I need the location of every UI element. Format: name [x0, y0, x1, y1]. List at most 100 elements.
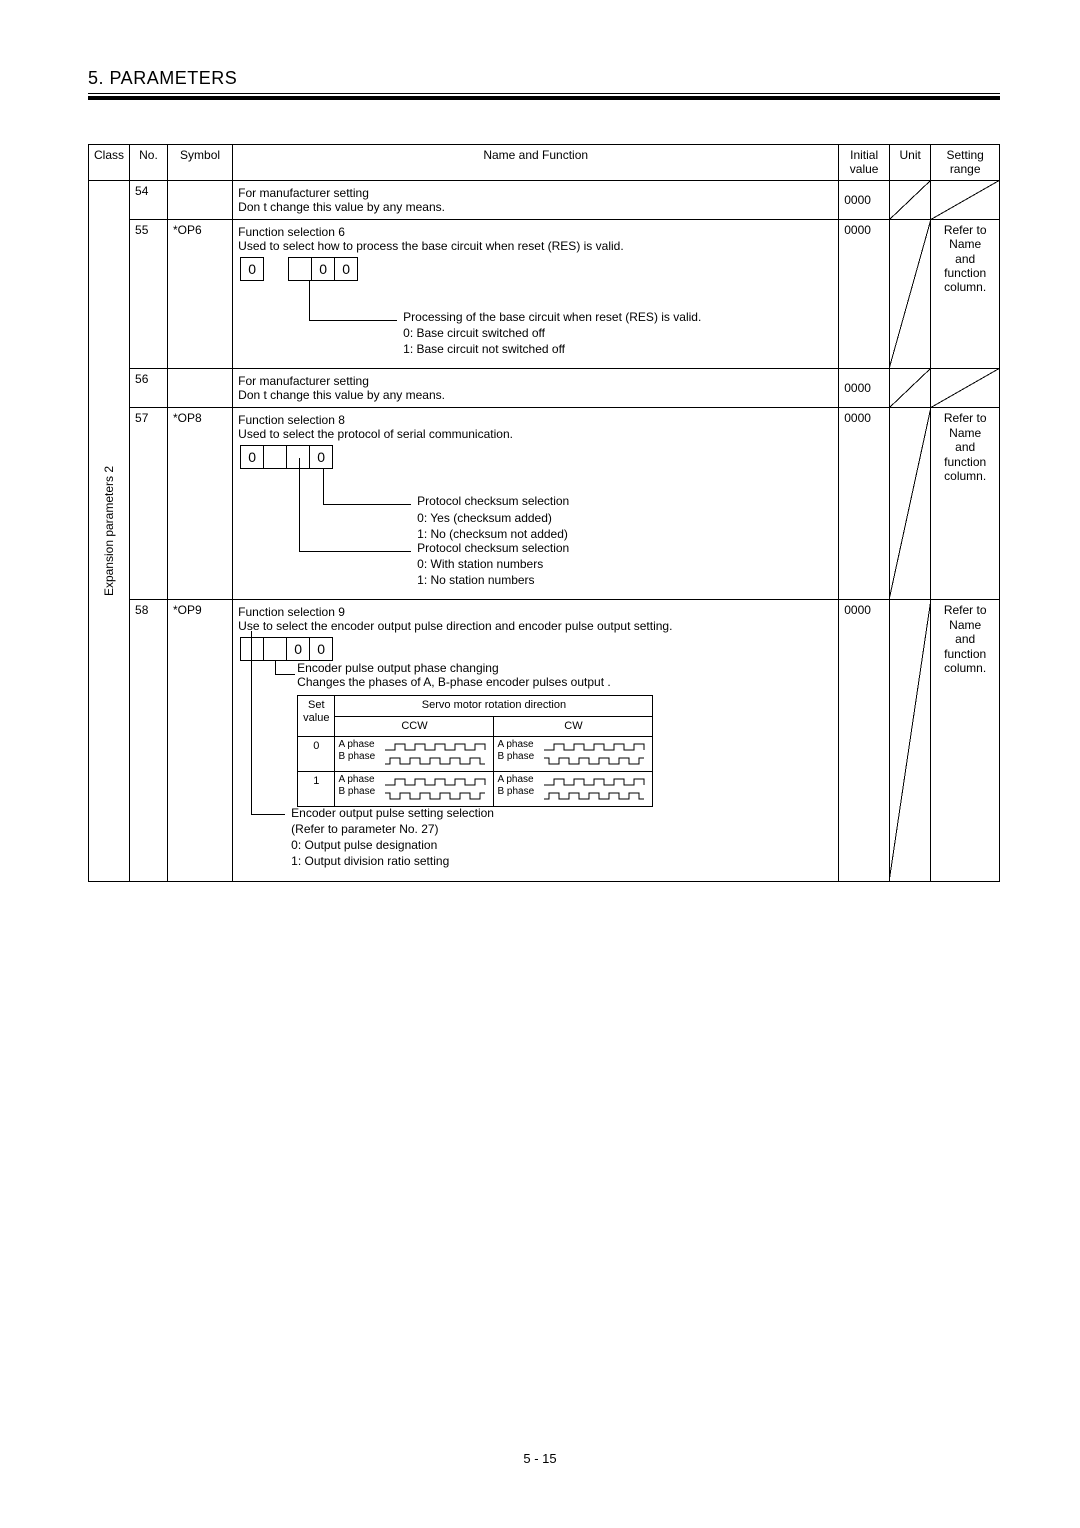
parameter-table: Class No. Symbol Name and Function Initi…	[88, 144, 1000, 882]
nf-line: For manufacturer setting	[238, 374, 369, 388]
table-row: 57 *OP8 Function selection 8 Used to sel…	[89, 408, 1000, 600]
enc-intro: Changes the phases of A, B-phase encoder…	[297, 675, 611, 689]
cell-nf: For manufacturer setting Don t change th…	[233, 369, 839, 408]
cell-initial: 0000	[839, 369, 890, 408]
enc-wave-cell: A phase B phase	[494, 736, 653, 771]
cell-unit	[889, 219, 930, 369]
page-heading: 5. PARAMETERS	[88, 68, 1000, 89]
nf-title: Function selection 6	[238, 225, 345, 239]
enc-col-cw: CW	[494, 716, 653, 736]
bit-value: 0: With station numbers	[417, 556, 569, 572]
cell-unit	[889, 408, 930, 600]
cell-no: 54	[130, 180, 168, 219]
page-number: 5 - 15	[0, 1451, 1080, 1466]
digit-box: 0	[334, 257, 358, 281]
cell-symbol: *OP8	[167, 408, 232, 600]
a-phase-label: A phase	[338, 739, 374, 750]
cell-initial: 0000	[839, 600, 890, 881]
col-initial-value: Initial value	[839, 145, 890, 181]
branch-line	[299, 458, 411, 552]
bit-value: 0: Base circuit switched off	[403, 325, 701, 341]
rule-thin	[88, 93, 1000, 94]
cell-no: 56	[130, 369, 168, 408]
tail-line: 0: Output pulse designation	[291, 837, 494, 853]
b-phase-label: B phase	[338, 786, 375, 797]
tail-line: (Refer to parameter No. 27)	[291, 821, 494, 837]
digit-box	[263, 445, 287, 469]
bit-value: 0: Yes (checksum added)	[417, 510, 569, 526]
bit-label: Processing of the base circuit when rese…	[403, 309, 701, 325]
nf-title: Function selection 9	[238, 605, 345, 619]
cell-nf: For manufacturer setting Don t change th…	[233, 180, 839, 219]
bit-label: Protocol checksum selection	[417, 540, 569, 556]
digit-box: 0	[309, 637, 333, 661]
enc-setvalue: 1	[298, 771, 335, 806]
cell-initial: 0000	[839, 180, 890, 219]
digit-box: 0	[240, 445, 264, 469]
nf-line: Don t change this value by any means.	[238, 388, 445, 402]
cell-setting	[931, 180, 1000, 219]
branch-line	[251, 631, 285, 815]
col-class: Class	[89, 145, 130, 181]
enc-intro: Encoder pulse output phase changing	[297, 661, 499, 675]
cell-symbol: *OP6	[167, 219, 232, 369]
cell-unit	[889, 600, 930, 881]
nf-line: Don t change this value by any means.	[238, 200, 445, 214]
tail-line: 1: Output division ratio setting	[291, 853, 494, 869]
enc-col-setvalue: Set value	[298, 696, 335, 736]
cell-unit	[889, 180, 930, 219]
b-phase-label: B phase	[497, 751, 534, 762]
bit-value: 1: Base circuit not switched off	[403, 341, 701, 357]
nf-desc: Used to select how to process the base c…	[238, 239, 624, 253]
a-phase-label: A phase	[497, 739, 533, 750]
encoder-table: Set value Servo motor rotation direction…	[297, 695, 653, 806]
enc-col-direction: Servo motor rotation direction	[335, 696, 653, 716]
a-phase-label: A phase	[497, 774, 533, 785]
cell-symbol	[167, 369, 232, 408]
nf-title: Function selection 8	[238, 413, 345, 427]
rule-thick	[88, 96, 1000, 100]
bit-value: 1: No station numbers	[417, 572, 569, 588]
col-symbol: Symbol	[167, 145, 232, 181]
table-row: 56 For manufacturer setting Don t change…	[89, 369, 1000, 408]
table-row: 58 *OP9 Function selection 9 Use to sele…	[89, 600, 1000, 881]
cell-no: 57	[130, 408, 168, 600]
bit-label: Protocol checksum selection	[417, 493, 569, 509]
enc-wave-cell: A phase B phase	[335, 736, 494, 771]
cell-setting: Refer to Name and function column.	[931, 219, 1000, 369]
b-phase-label: B phase	[338, 751, 375, 762]
digit-box: 0	[240, 257, 264, 281]
cell-setting: Refer to Name and function column.	[931, 600, 1000, 881]
cell-symbol: *OP9	[167, 600, 232, 881]
col-setting-range: Setting range	[931, 145, 1000, 181]
a-phase-label: A phase	[338, 774, 374, 785]
digit-box	[288, 257, 312, 281]
table-row: 55 *OP6 Function selection 6 Used to sel…	[89, 219, 1000, 369]
enc-wave-cell: A phase B phase	[494, 771, 653, 806]
digit-box: 0	[286, 637, 310, 661]
b-phase-label: B phase	[497, 786, 534, 797]
cell-setting	[931, 369, 1000, 408]
cell-nf: Function selection 9 Use to select the e…	[233, 600, 839, 881]
nf-line: For manufacturer setting	[238, 186, 369, 200]
cell-no: 58	[130, 600, 168, 881]
cell-symbol	[167, 180, 232, 219]
cell-nf: Function selection 8 Used to select the …	[233, 408, 839, 600]
cell-no: 55	[130, 219, 168, 369]
col-unit: Unit	[889, 145, 930, 181]
col-no: No.	[130, 145, 168, 181]
enc-setvalue: 0	[298, 736, 335, 771]
cell-unit	[889, 369, 930, 408]
class-label: Expansion parameters 2	[102, 466, 116, 596]
cell-initial: 0000	[839, 408, 890, 600]
table-row: Expansion parameters 2 54 For manufactur…	[89, 180, 1000, 219]
tail-line: Encoder output pulse setting selection	[291, 805, 494, 821]
cell-nf: Function selection 6 Used to select how …	[233, 219, 839, 369]
enc-col-ccw: CCW	[335, 716, 494, 736]
enc-wave-cell: A phase B phase	[335, 771, 494, 806]
col-name-function: Name and Function	[233, 145, 839, 181]
nf-desc: Use to select the encoder output pulse d…	[238, 619, 672, 633]
branch-line	[309, 281, 397, 321]
cell-setting: Refer to Name and function column.	[931, 408, 1000, 600]
digit-box: 0	[311, 257, 335, 281]
